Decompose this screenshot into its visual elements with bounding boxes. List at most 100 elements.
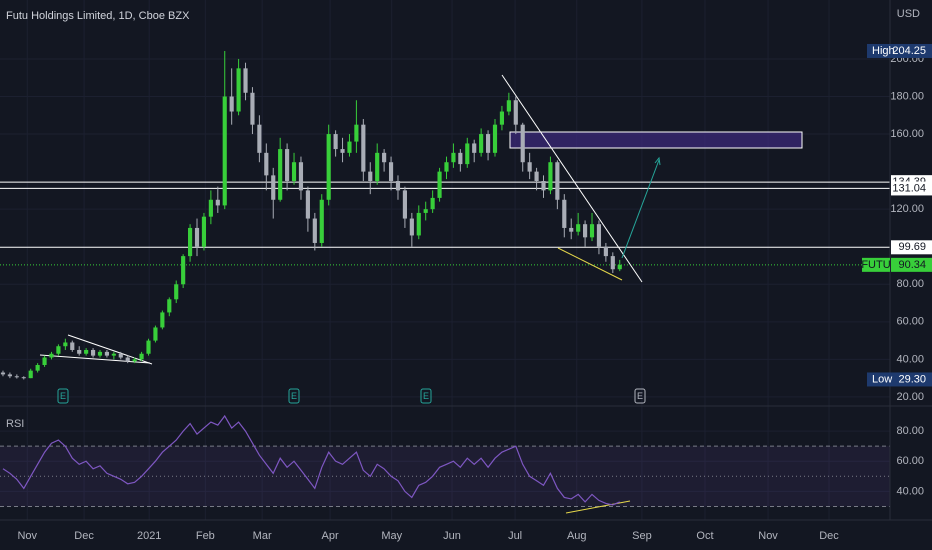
candle-body: [451, 152, 456, 163]
rsi-tick-label: 80.00: [896, 425, 924, 437]
candle-body: [444, 162, 449, 172]
last-price-box: [891, 257, 932, 272]
wedge-line: [67, 334, 153, 365]
x-tick-label: 2021: [137, 530, 161, 542]
candle-body: [7, 374, 12, 377]
chart-title: Futu Holdings Limited, 1D, Cboe BZX: [6, 10, 190, 22]
x-tick-label: Nov: [17, 530, 37, 542]
x-tick-label: Dec: [74, 530, 94, 542]
candle-body: [35, 365, 40, 371]
candle-body: [402, 190, 407, 219]
candle-body: [298, 162, 304, 191]
candle-body: [541, 181, 546, 191]
candle-body: [104, 351, 110, 356]
candle-body: [0, 372, 6, 375]
candle-body: [617, 264, 622, 270]
candle-body: [596, 224, 602, 247]
candle-body: [513, 100, 518, 125]
candle-body: [527, 162, 532, 172]
candle-body: [236, 68, 241, 112]
candle-body: [285, 149, 290, 182]
candle-body: [222, 96, 227, 206]
candle-body: [340, 149, 345, 153]
wedge-line: [39, 354, 151, 364]
candle-body: [305, 190, 310, 219]
candle-body: [409, 218, 414, 236]
low-box: [867, 372, 932, 387]
candle-body: [506, 100, 511, 112]
trend-line: [501, 74, 643, 283]
candle-body: [49, 353, 54, 358]
high-box: [867, 43, 932, 58]
y-tick-label: 20.00: [896, 391, 924, 403]
candle-body: [174, 284, 179, 300]
level-label-box: [891, 181, 932, 196]
candle-body: [388, 162, 394, 182]
candle-body: [28, 370, 33, 379]
y-tick-label: 80.00: [896, 278, 924, 290]
candle-body: [472, 143, 477, 153]
candle-body: [589, 224, 595, 238]
high-value: 204.25: [892, 45, 926, 57]
candle-body: [188, 227, 193, 257]
earnings-label: E: [423, 391, 429, 401]
candle-body: [603, 246, 608, 257]
candle-body: [271, 175, 276, 200]
candle-body: [562, 199, 567, 228]
earnings-label: E: [637, 391, 643, 401]
candle-body: [264, 152, 269, 176]
candle-body: [97, 351, 103, 356]
candle-body: [479, 134, 484, 153]
candle-body: [382, 152, 387, 163]
x-tick-label: Jul: [508, 530, 522, 542]
candle-body: [14, 376, 19, 378]
last-name: FUTU: [861, 259, 890, 271]
wedge-line: [557, 247, 623, 281]
x-tick-label: Jun: [443, 530, 461, 542]
candle-body: [569, 227, 574, 232]
candle-body: [555, 162, 560, 200]
candle-body: [312, 218, 317, 243]
candle-body: [430, 197, 435, 210]
y-tick-label: 180.00: [890, 90, 924, 102]
candle-body: [326, 134, 331, 200]
y-tick-label: 120.00: [890, 203, 924, 215]
currency-label: USD: [897, 8, 920, 20]
level-label-box: [891, 240, 932, 255]
y-tick-label: 160.00: [890, 128, 924, 140]
candle-body: [229, 96, 234, 112]
candle-body: [375, 152, 380, 182]
candle-body: [215, 199, 220, 206]
candle-body: [520, 124, 525, 163]
x-tick-label: Sep: [632, 530, 652, 542]
earnings-label: E: [60, 391, 66, 401]
earnings-marker: [288, 388, 300, 404]
rsi-label: RSI: [6, 418, 24, 430]
candle-body: [416, 212, 421, 236]
candle-body: [160, 312, 165, 328]
candle-body: [125, 357, 130, 362]
x-tick-label: Aug: [567, 530, 587, 542]
plot: [0, 50, 622, 506]
rsi-tick-label: 60.00: [896, 455, 924, 467]
candle-body: [423, 209, 428, 213]
y-tick-label: 60.00: [896, 316, 924, 328]
candle-body: [243, 68, 248, 93]
candle-body: [181, 256, 186, 285]
candle-body: [70, 342, 75, 350]
candle-body: [139, 353, 144, 360]
x-tick-label: Mar: [253, 530, 272, 542]
level-label: 131.04: [892, 182, 926, 194]
x-tick-label: Oct: [696, 530, 713, 542]
arrow: [621, 159, 660, 259]
candle-body: [250, 92, 255, 125]
candle-body: [21, 377, 26, 379]
candle-body: [499, 111, 505, 125]
rsi-line: [2, 414, 620, 506]
candle-body: [167, 299, 172, 313]
last-price-label: 90.34: [898, 259, 926, 271]
candle-body: [208, 199, 213, 217]
drawings: [39, 74, 803, 514]
candle-body: [437, 171, 442, 198]
